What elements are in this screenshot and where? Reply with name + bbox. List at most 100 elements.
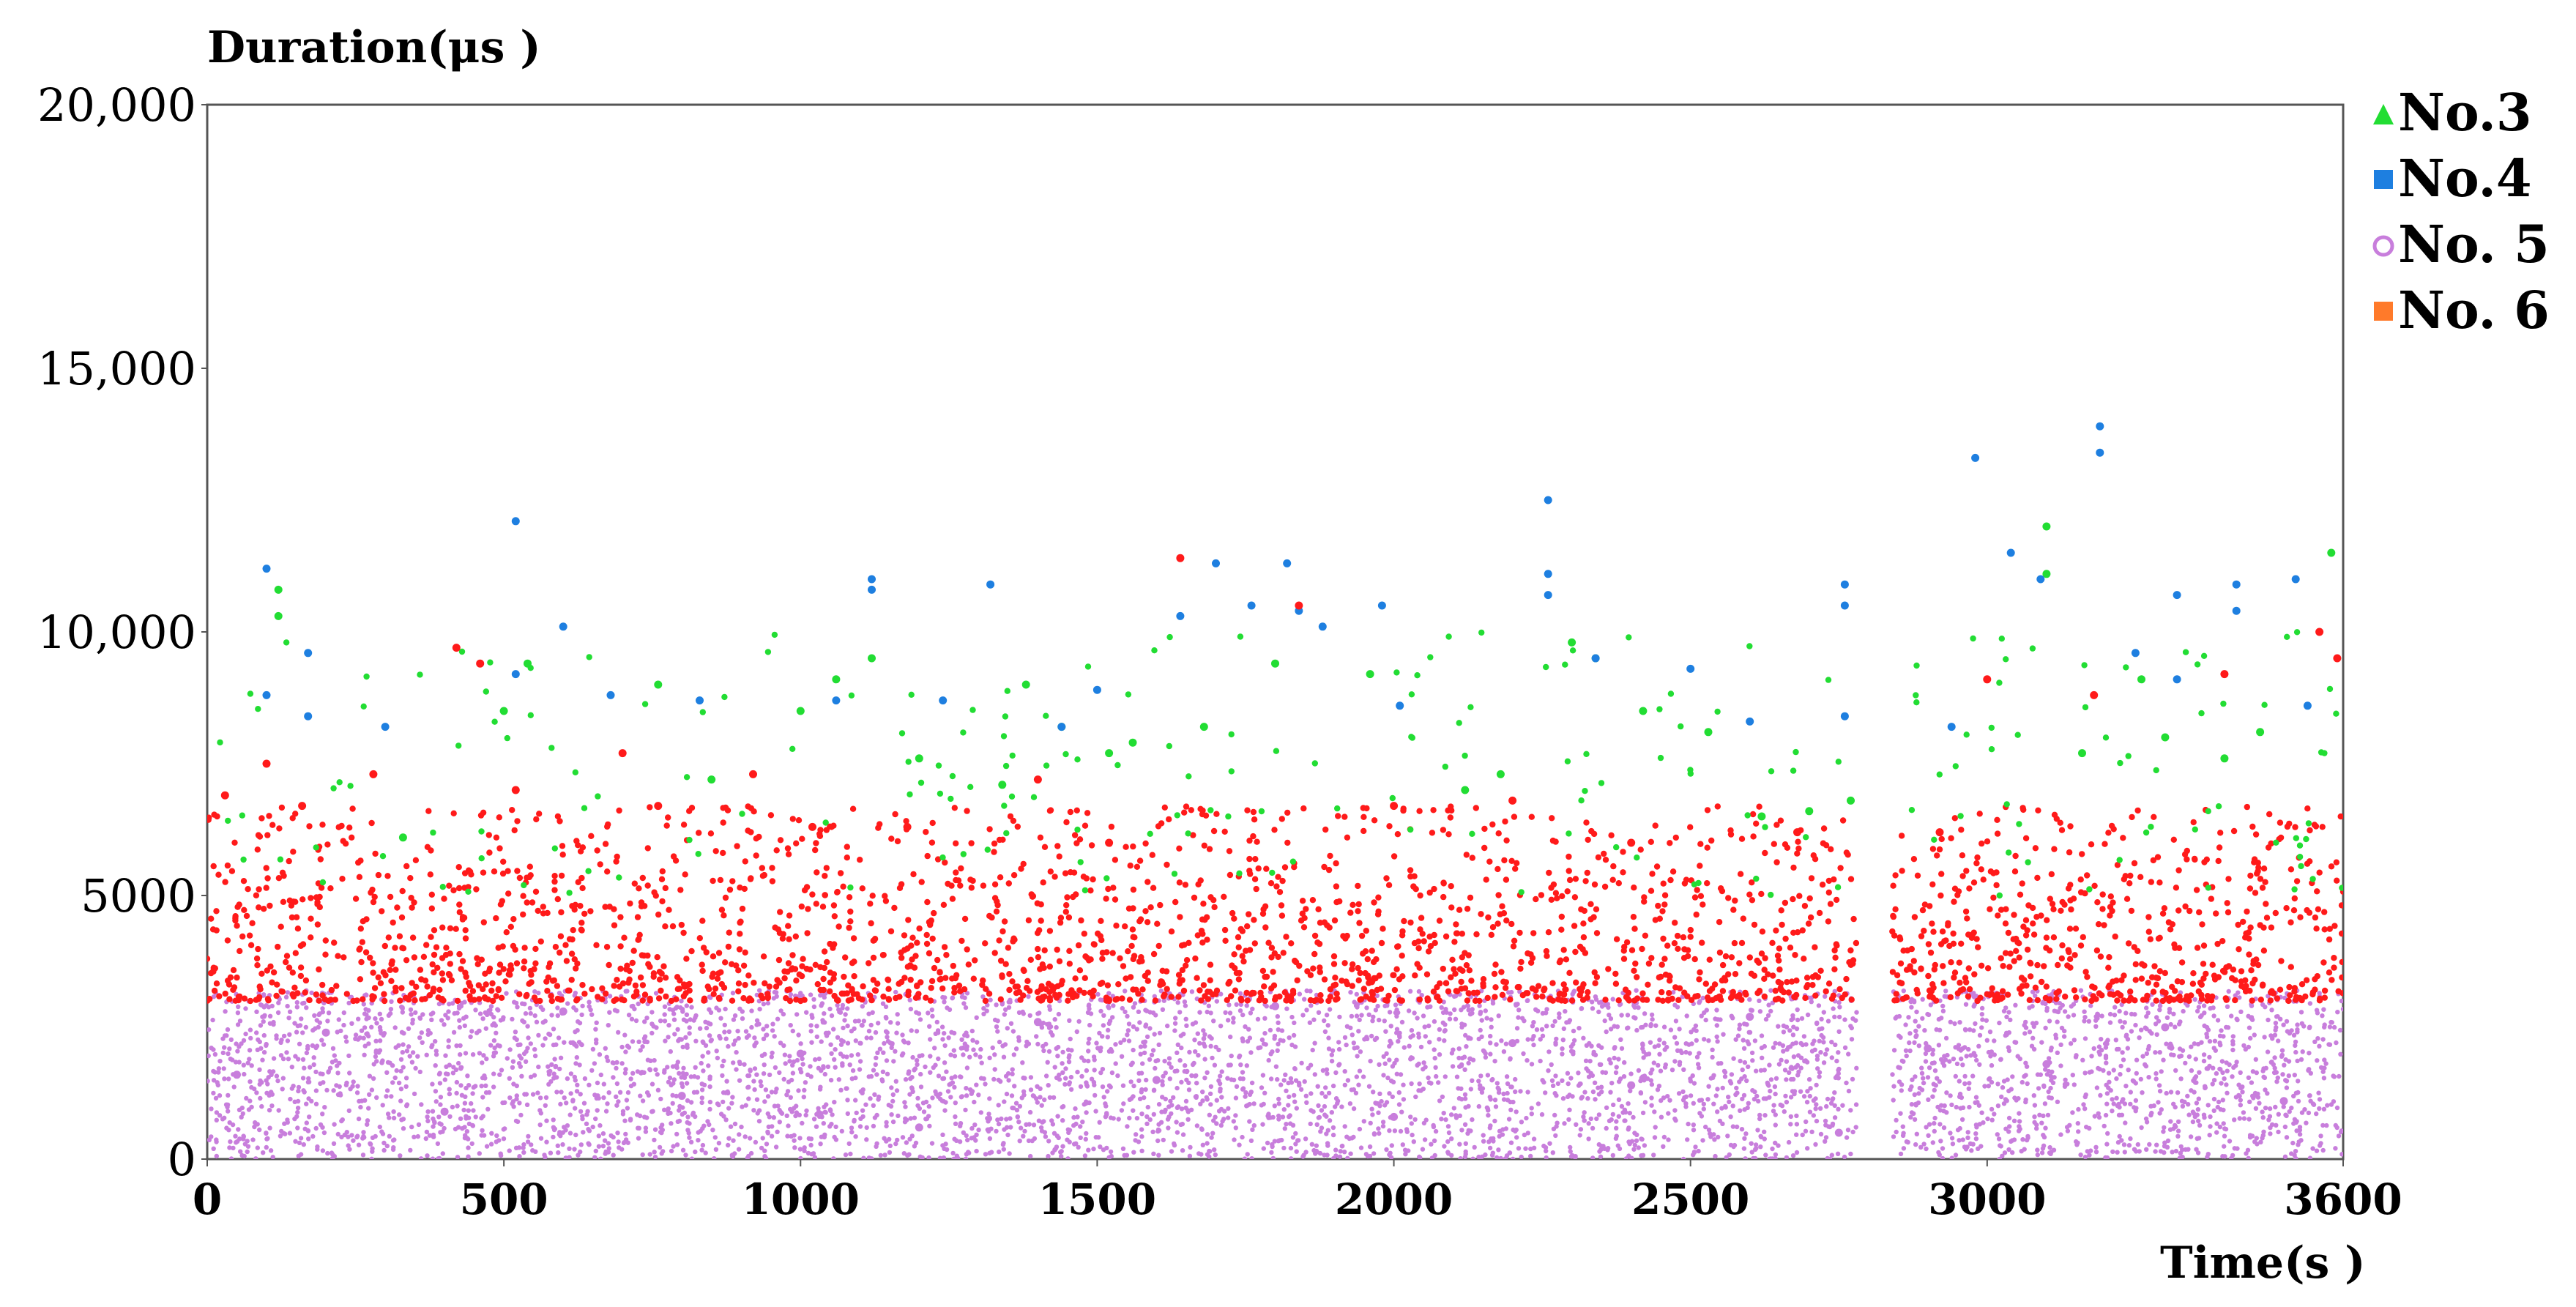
cloud-point	[2234, 1016, 2239, 1021]
cloud-point	[882, 1136, 887, 1141]
cloud-point	[1237, 1142, 1242, 1147]
cloud-point	[942, 1031, 947, 1036]
cloud-point	[1225, 1076, 1230, 1081]
cloud-point	[380, 1103, 385, 1108]
cloud-point	[1373, 1008, 1379, 1013]
cloud-point	[419, 1102, 424, 1107]
cloud-point	[1411, 1139, 1417, 1144]
cloud-point	[521, 1150, 526, 1155]
cloud-point	[1550, 1083, 1556, 1089]
cloud-point	[2123, 1010, 2129, 1016]
cloud-point	[501, 1127, 506, 1132]
cloud-point	[2118, 1019, 2123, 1024]
cloud-point	[2113, 1038, 2118, 1043]
cloud-point	[1739, 1127, 1745, 1132]
cloud-point	[2254, 1136, 2259, 1141]
cloud-point	[910, 1054, 915, 1060]
cloud-point	[1456, 1055, 1462, 1061]
cloud-point	[1924, 1146, 1929, 1152]
cloud-point	[2207, 1054, 2212, 1060]
cloud-point	[1833, 1042, 1838, 1048]
cloud-point	[740, 1016, 745, 1021]
cloud-point	[1716, 1061, 1721, 1066]
cloud-point	[1611, 1102, 1616, 1108]
cloud-point	[853, 1134, 858, 1139]
cloud-point	[1233, 1113, 1238, 1118]
cloud-point	[2238, 1103, 2243, 1108]
cloud-point	[2157, 1111, 2162, 1116]
cloud-point	[431, 1134, 436, 1139]
cloud-point	[349, 1021, 354, 1027]
cloud-point	[368, 1142, 373, 1147]
cloud-point	[546, 1072, 552, 1077]
cloud-point	[689, 1156, 695, 1159]
cloud-point	[843, 1152, 849, 1158]
cloud-point	[2225, 1090, 2230, 1096]
cloud-point	[845, 1023, 850, 1029]
cloud-point	[746, 1096, 751, 1101]
cloud-point	[2217, 1066, 2222, 1072]
cloud-point	[1144, 1077, 1149, 1083]
cloud-point	[1824, 1047, 1830, 1052]
cloud-point	[1516, 1015, 1521, 1020]
cloud-point	[293, 1054, 298, 1059]
cloud-point	[1794, 1122, 1800, 1127]
cloud-point	[1302, 997, 1307, 1002]
cloud-point	[2221, 1034, 2226, 1039]
cloud-point	[595, 1093, 600, 1098]
cloud-point	[996, 1103, 1001, 1108]
cloud-point	[416, 1122, 422, 1128]
cloud-point	[2175, 1090, 2181, 1095]
cloud-point	[2164, 1090, 2169, 1096]
cloud-point	[1831, 1096, 1836, 1101]
cloud-point	[1106, 1027, 1111, 1033]
cloud-point	[2255, 1091, 2260, 1097]
cloud-point	[1921, 1076, 1926, 1081]
cloud-point	[682, 1110, 688, 1116]
cloud-point	[1969, 1148, 1974, 1153]
cloud-point	[731, 1138, 736, 1143]
cloud-point	[433, 1099, 439, 1104]
cloud-point	[614, 1094, 619, 1100]
cloud-point	[1359, 1013, 1364, 1018]
cloud-point	[614, 1065, 619, 1071]
cloud-point	[2334, 1105, 2340, 1111]
cloud-point	[2093, 1018, 2099, 1023]
cloud-point	[520, 1001, 525, 1006]
cloud-point	[1012, 1084, 1017, 1089]
cloud-point	[1927, 1065, 1932, 1070]
cloud-point	[1696, 1148, 1701, 1154]
cloud-point	[2199, 1040, 2204, 1045]
cloud-point	[517, 1154, 522, 1159]
cloud-point	[1550, 1150, 1555, 1155]
cloud-point	[554, 1075, 559, 1080]
cloud-point	[808, 992, 814, 997]
cloud-point	[346, 1143, 351, 1148]
cloud-point	[1701, 1101, 1706, 1107]
cloud-point	[1024, 1122, 1029, 1128]
cloud-point	[1125, 1124, 1130, 1129]
cloud-point	[590, 1046, 596, 1052]
cloud-point	[889, 1085, 894, 1090]
cloud-point	[2143, 1062, 2148, 1068]
cloud-point	[813, 1057, 818, 1062]
cloud-point	[1172, 1021, 1178, 1026]
cloud-point	[1404, 1127, 1410, 1132]
cloud-point	[1068, 1036, 1073, 1042]
cloud-point	[1496, 1147, 1501, 1153]
cloud-point	[1649, 1081, 1655, 1087]
cloud-point	[400, 1010, 405, 1015]
cloud-point	[1426, 1075, 1431, 1081]
cloud-point	[409, 1124, 414, 1130]
cloud-point	[1202, 1057, 1207, 1062]
cloud-point	[1320, 1068, 1326, 1073]
cloud-point	[306, 1096, 311, 1101]
cloud-point	[1565, 1070, 1571, 1076]
cloud-point	[926, 1103, 932, 1109]
cloud-point	[1817, 1038, 1822, 1044]
cloud-point	[616, 1099, 621, 1104]
cloud-point	[1445, 1124, 1451, 1129]
cloud-point	[369, 1024, 374, 1030]
cloud-point	[407, 1054, 412, 1059]
cloud-point	[1958, 1106, 1963, 1111]
